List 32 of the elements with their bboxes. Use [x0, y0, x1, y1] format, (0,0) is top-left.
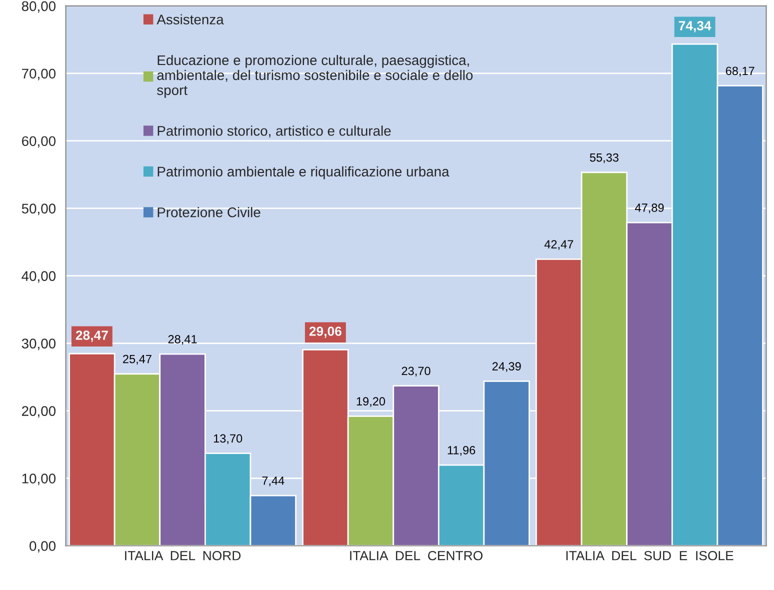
data-label: 13,70	[214, 434, 242, 444]
data-label: 42,47	[544, 240, 574, 250]
x-tick-label: ITALIA DEL CENTRO	[350, 550, 482, 560]
data-label: 28,47	[76, 330, 108, 342]
x-tick-label: ITALIA DEL NORD	[125, 550, 241, 560]
legend-label: Assistenza	[156, 14, 224, 24]
y-tick-label: 20,00	[22, 406, 56, 418]
data-label: 47,89	[635, 204, 664, 214]
data-label: 11,96	[448, 446, 476, 456]
data-label: 23,70	[402, 366, 430, 377]
legend-label: Protezione Civile	[158, 207, 260, 218]
y-tick-label: 60,00	[22, 136, 56, 148]
y-tick-label: 50,00	[22, 204, 56, 216]
data-label: 28,41	[168, 335, 197, 345]
data-label: 7,44	[262, 476, 284, 486]
legend-label: Patrimonio storico, artistico e culturale	[158, 126, 391, 138]
data-label: 29,06	[309, 326, 342, 338]
data-label: 24,39	[492, 362, 521, 372]
y-tick-label: 10,00	[22, 474, 56, 486]
data-label: 74,34	[678, 21, 712, 32]
y-tick-label: 80,00	[22, 1, 56, 13]
data-label: 25,47	[123, 354, 152, 365]
data-label: 68,17	[726, 66, 754, 76]
legend-label: Educazione e promozione culturale, paesaggistica, ambientale, del turismo sostenibile e sociale e dello sport	[157, 54, 473, 98]
y-tick-label: 0,00	[30, 541, 56, 553]
y-tick-label: 30,00	[22, 338, 56, 350]
data-label: 55,33	[590, 153, 618, 164]
data-label: 19,20	[356, 397, 386, 407]
y-tick-label: 40,00	[22, 271, 56, 283]
y-tick-label: 70,00	[22, 68, 56, 80]
legend-label: Patrimonio ambientale e riqualificazione urbana	[158, 166, 450, 180]
x-tick-label: ITALIA DEL SUD E ISOLE	[566, 550, 734, 560]
